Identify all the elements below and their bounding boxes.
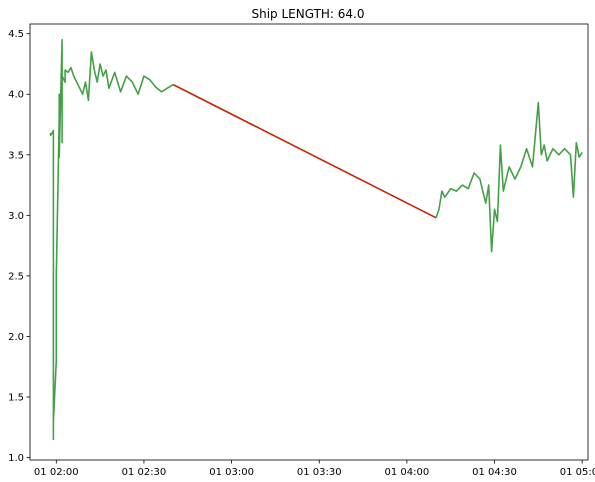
x-tick-label: 01 04:00 (385, 467, 430, 478)
y-tick-label: 4.0 (8, 90, 24, 101)
x-tick-label: 01 05:00 (560, 467, 595, 478)
y-tick-label: 3.0 (8, 211, 24, 222)
x-tick-label: 01 02:00 (34, 467, 79, 478)
y-tick-label: 4.5 (8, 29, 24, 40)
series-line-2 (172, 83, 437, 219)
series-line-3 (435, 101, 583, 253)
y-tick-label: 2.0 (8, 332, 24, 343)
chart-title: Ship LENGTH: 64.0 (251, 7, 364, 21)
y-tick-label: 2.5 (8, 271, 24, 282)
series-line-1 (49, 38, 174, 441)
plot-area (29, 23, 589, 461)
y-axis: 1.0 1.5 2.0 2.5 3.0 3.5 4.0 4.5 (8, 29, 30, 464)
x-tick-label: 01 03:00 (209, 467, 254, 478)
x-tick-label: 01 02:30 (122, 467, 167, 478)
y-tick-label: 1.5 (8, 393, 24, 404)
x-axis: 01 02:00 01 02:30 01 03:00 01 03:30 01 04:00… (34, 460, 595, 478)
x-tick-label: 01 03:30 (297, 467, 342, 478)
y-tick-label: 3.5 (8, 150, 24, 161)
series-layer (49, 38, 583, 441)
y-tick-label: 1.0 (8, 453, 24, 464)
x-tick-label: 01 04:30 (472, 467, 517, 478)
